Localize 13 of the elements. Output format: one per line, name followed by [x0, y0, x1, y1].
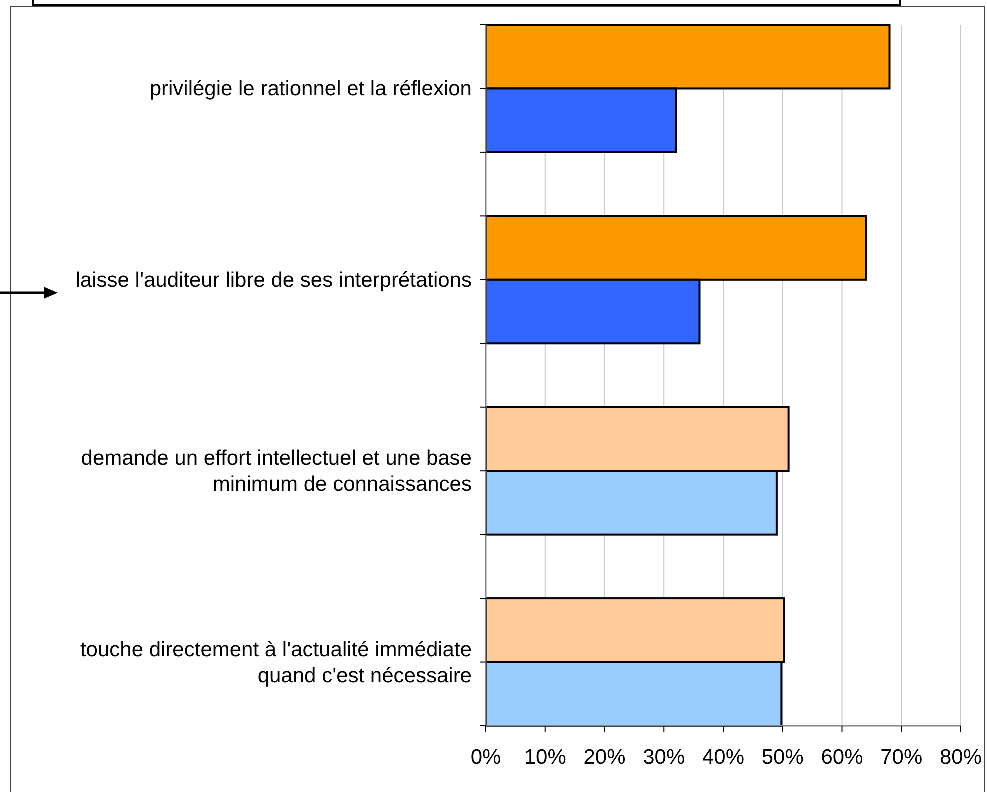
- x-tick-label: 60%: [821, 746, 864, 769]
- x-tick-label: 0%: [470, 746, 502, 769]
- x-tick-label: 80%: [940, 746, 982, 769]
- x-tick-label: 70%: [880, 746, 923, 769]
- x-tick-label: 50%: [762, 746, 804, 769]
- x-tick-label: 10%: [524, 746, 566, 769]
- x-tick-label: 20%: [584, 746, 626, 769]
- y-tick-label: demande un effort intellectuel et une base minimum de connaissances: [81, 447, 472, 496]
- y-tick-label: touche directement à l'actualité immédiate quand c'est nécessaire: [80, 638, 472, 688]
- x-tick-label: 30%: [643, 746, 686, 769]
- y-tick-label: laisse l'auditeur libre de ses interprétations: [76, 268, 472, 292]
- x-tick-label: 40%: [702, 746, 745, 769]
- y-tick-label: privilégie le rationnel et la réflexion: [150, 78, 472, 101]
